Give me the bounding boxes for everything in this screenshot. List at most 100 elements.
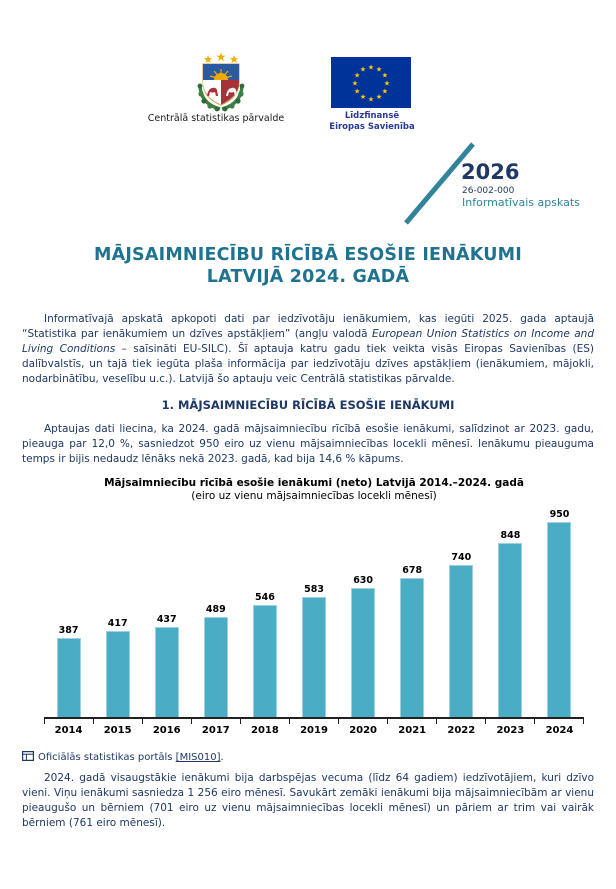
source-period: . bbox=[220, 752, 224, 763]
page-title-line2: LATVIJĀ 2024. GADĀ bbox=[206, 267, 410, 287]
chart-bar-group-2018: 546 bbox=[240, 592, 289, 717]
x-axis-label-2016: 2016 bbox=[152, 725, 181, 736]
eu-star-icon: ★ bbox=[354, 71, 360, 79]
eu-star-icon: ★ bbox=[360, 93, 366, 101]
chart-bar-group-2019: 583 bbox=[289, 584, 338, 717]
bar-2020 bbox=[351, 587, 376, 717]
x-axis-tick bbox=[289, 719, 290, 724]
chart-bar-group-2021: 678 bbox=[388, 565, 437, 717]
x-axis-label-2015: 2015 bbox=[103, 725, 132, 736]
chart-x-axis-labels: 2014 2015 2016 2017 2018 2019 2020 2021 2022 2023… bbox=[44, 725, 584, 736]
x-axis-tick bbox=[142, 719, 143, 724]
bar-value-label: 630 bbox=[353, 574, 374, 586]
bar-2018 bbox=[252, 604, 277, 717]
diagonal-accent-line bbox=[404, 142, 475, 225]
bar-2016 bbox=[154, 627, 179, 717]
chart-x-axis-ticks bbox=[44, 719, 584, 724]
x-axis-label-2018: 2018 bbox=[251, 725, 279, 736]
eu-star-icon: ★ bbox=[382, 71, 388, 79]
bar-value-label: 387 bbox=[58, 624, 79, 636]
eu-flag-stars: ★ ★★★★★★★★★★★ bbox=[352, 63, 390, 103]
bar-value-label: 678 bbox=[402, 564, 423, 576]
x-axis-label-2024: 2024 bbox=[545, 725, 574, 736]
csp-logo-label: Centrālā statistikas pārvalde bbox=[147, 113, 285, 124]
eu-funding-label-line1: Līdzfinansē bbox=[344, 111, 400, 121]
chart-bar-group-2022: 740 bbox=[437, 552, 486, 717]
x-axis-label-2017: 2017 bbox=[201, 725, 230, 736]
mis010-link[interactable]: [MIS010] bbox=[175, 752, 221, 763]
publication-type: Informatīvais apskats bbox=[462, 196, 580, 209]
eu-star-icon: ★ bbox=[384, 79, 390, 87]
x-axis-label-2020: 2020 bbox=[349, 725, 378, 736]
publication-code: 26-002-000 bbox=[462, 186, 515, 196]
eu-star-icon: ★ bbox=[376, 93, 382, 101]
x-axis-label-2019: 2019 bbox=[300, 725, 328, 736]
svg-text:★: ★ bbox=[229, 53, 239, 66]
source-line: Oficiālās statistikas portāls [MIS010]. bbox=[22, 751, 224, 763]
bar-2014 bbox=[56, 637, 81, 717]
bar-value-label: 583 bbox=[304, 584, 324, 596]
x-axis-tick bbox=[534, 719, 535, 724]
text-run: Informatīvajā apskatā apkopoti dati par … bbox=[22, 313, 594, 340]
x-axis-tick bbox=[338, 719, 339, 724]
x-axis-tick bbox=[436, 719, 437, 724]
bar-2017 bbox=[203, 616, 228, 717]
bar-value-label: 546 bbox=[255, 591, 275, 603]
statistics-portal-icon bbox=[22, 751, 35, 762]
chart-bar-group-2023: 848 bbox=[486, 530, 535, 717]
bar-value-label: 489 bbox=[205, 603, 226, 615]
text-run: European Union Statistics on Income and … bbox=[22, 327, 594, 355]
chart-bar-group-2016: 437 bbox=[142, 614, 191, 717]
page-title: MĀJSAIMNIECĪBU RĪCĪBĀ ESOŠIE IENĀKUMI LAT… bbox=[0, 244, 616, 288]
x-axis-label-2022: 2022 bbox=[447, 725, 476, 736]
eu-star-icon: ★ bbox=[360, 65, 366, 73]
chart-bar-group-2024: 950 bbox=[535, 509, 584, 717]
coat-of-arms-icon: ★ ★ ★ bbox=[197, 50, 245, 112]
bar-value-label: 848 bbox=[500, 529, 521, 541]
source-text: Oficiālās statistikas portāls bbox=[38, 752, 176, 763]
x-axis-tick bbox=[44, 719, 45, 724]
eu-star-icon: ★ bbox=[354, 87, 360, 95]
chart-bar-group-2014: 387 bbox=[44, 625, 93, 717]
eu-star-icon: ★ bbox=[376, 65, 382, 73]
intro-paragraph: Informatīvajā apskatā apkopoti dati par … bbox=[22, 312, 594, 387]
eu-flag-icon: ★ ★★★★★★★★★★★ bbox=[331, 57, 411, 108]
chart-bar-group-2020: 630 bbox=[339, 575, 388, 717]
x-axis-label-2021: 2021 bbox=[398, 725, 427, 736]
x-axis-tick bbox=[240, 719, 241, 724]
x-axis-tick bbox=[191, 719, 192, 724]
page-title-line1: MĀJSAIMNIECĪBU RĪCĪBĀ ESOŠIE IENĀKUMI bbox=[93, 245, 522, 265]
chart-plot-area: 387 417 437 489 546 583 630 678 740 848 950 bbox=[44, 507, 584, 719]
x-axis-tick bbox=[583, 719, 584, 724]
x-axis-label-2023: 2023 bbox=[496, 725, 525, 736]
bar-2019 bbox=[302, 597, 327, 717]
bar-2024 bbox=[547, 522, 572, 717]
eu-star-icon: ★ bbox=[368, 63, 374, 71]
eu-star-icon: ★ bbox=[368, 95, 374, 103]
x-axis-label-2014: 2014 bbox=[54, 725, 83, 736]
chart-bar-group-2017: 489 bbox=[191, 604, 240, 717]
bar-value-label: 740 bbox=[451, 552, 472, 564]
x-axis-tick bbox=[93, 719, 94, 724]
closing-paragraph: 2024. gadā visaugstākie ienākumi bija da… bbox=[22, 772, 594, 829]
bar-value-label: 437 bbox=[156, 614, 177, 626]
svg-text:★: ★ bbox=[203, 53, 213, 66]
section-heading: 1. MĀJSAIMNIECĪBU RĪCĪBĀ ESOŠIE IENĀKUMI bbox=[161, 398, 455, 412]
bar-2021 bbox=[400, 577, 425, 717]
bar-2022 bbox=[449, 565, 474, 717]
eu-funding-label-line2: Eiropas Savienība bbox=[329, 122, 415, 132]
x-axis-tick bbox=[387, 719, 388, 724]
latvia-coat-of-arms-logo: ★ ★ ★ bbox=[193, 50, 249, 116]
bar-value-label: 417 bbox=[107, 618, 128, 630]
bar-2015 bbox=[105, 631, 130, 717]
publication-year: 2026 bbox=[461, 160, 520, 184]
chart-subtitle: (eiro uz vienu mājsaimniecības locekli m… bbox=[191, 490, 437, 502]
eu-flag-logo: ★ ★ ★ ★ ★ ★ ★ ★ ★ ★ ★ ★ bbox=[331, 57, 411, 112]
eu-funding-label: Līdzfinansē Eiropas Savienība bbox=[316, 111, 428, 133]
bar-2023 bbox=[498, 542, 523, 717]
bar-value-label: 950 bbox=[549, 509, 570, 520]
x-axis-tick bbox=[485, 719, 486, 724]
svg-text:★: ★ bbox=[216, 52, 227, 64]
text-run: – saīsināti EU-SILC). Šī aptauja katru g… bbox=[22, 342, 595, 385]
